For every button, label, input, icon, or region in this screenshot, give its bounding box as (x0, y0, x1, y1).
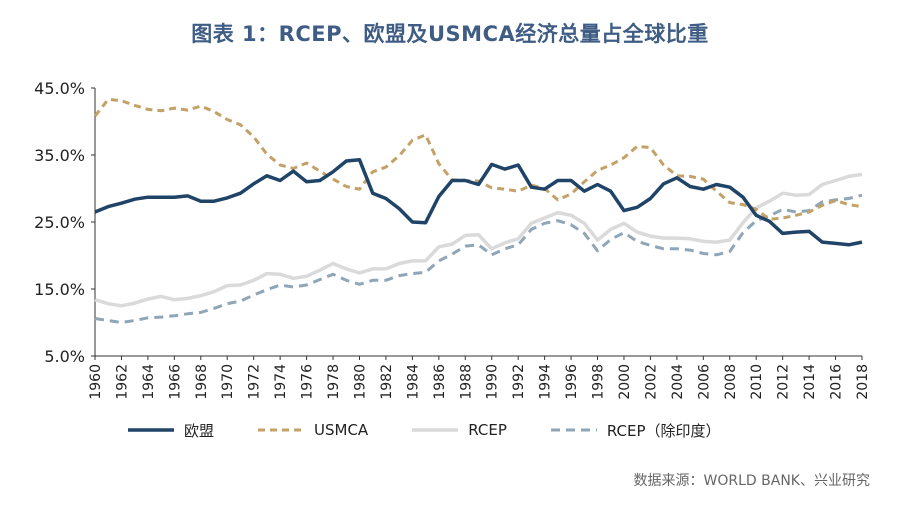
x-tick-label: 1962 (114, 364, 130, 400)
legend-label-eu: 欧盟 (184, 421, 215, 440)
y-tick-label: 35.0% (34, 146, 85, 165)
series-layer (93, 97, 863, 324)
x-tick-label: 1990 (485, 364, 501, 400)
chart-title: 图表 1：RCEP、欧盟及USMCA经济总量占全球比重 (191, 22, 709, 46)
x-tick-label: 1980 (352, 364, 368, 400)
x-tick-label: 1994 (538, 364, 554, 400)
x-tick-label: 1988 (458, 364, 474, 400)
x-tick-label: 1996 (564, 364, 580, 400)
x-tick-label: 1968 (194, 364, 210, 400)
series-line-rcep-ex-india (94, 193, 863, 324)
axis-ticks: 45.0% 35.0% 25.0% 15.0% 5.0%1960 1962 1964 1966… (34, 79, 871, 400)
legend-item-rcep-ex-india: RCEP（除印度） (550, 420, 721, 441)
x-tick-label: 1964 (141, 364, 157, 400)
y-tick-label: 25.0% (34, 213, 85, 232)
legend-swatch-usmca (258, 428, 305, 432)
x-tick-label: 1974 (273, 364, 289, 400)
x-tick-label: 2006 (696, 364, 712, 400)
x-tick-label: 1984 (405, 364, 421, 400)
legend-label-usmca: USMCA (314, 421, 369, 439)
x-tick-label: 1976 (300, 364, 316, 400)
x-tick-label: 1986 (432, 364, 448, 400)
legend-label-rcep-ex-india: RCEP（除印度） (606, 421, 721, 440)
series-line-rcep (94, 172, 863, 308)
x-tick-label: 2014 (802, 364, 818, 400)
x-tick-label: 2004 (670, 364, 686, 400)
x-tick-label: 2012 (776, 364, 792, 400)
legend-swatch-eu (128, 428, 174, 432)
x-tick-label: 1982 (379, 364, 395, 400)
x-tick-label: 1998 (591, 364, 607, 400)
x-tick-label: 1970 (220, 364, 236, 400)
legend-swatch-rcep-ex-india (550, 428, 597, 432)
series-line-usmca (93, 97, 863, 221)
legend-label-rcep: RCEP (468, 421, 507, 439)
x-tick-label: 2008 (723, 364, 739, 400)
x-tick-label: 1966 (167, 364, 183, 400)
x-tick-label: 1972 (247, 364, 263, 400)
legend-swatch-rcep (412, 428, 459, 432)
y-tick-label: 5.0% (44, 347, 85, 366)
x-tick-label: 1992 (511, 364, 527, 400)
legend: 欧盟 USMCA RCEP RCEP（除印度） (128, 418, 765, 442)
x-tick-label: 2000 (617, 364, 633, 400)
legend-item-eu: 欧盟 (128, 420, 214, 441)
y-tick-label: 45.0% (34, 79, 85, 98)
x-tick-label: 2002 (643, 364, 659, 400)
y-tick-label: 15.0% (34, 280, 85, 299)
legend-item-rcep: RCEP (412, 421, 507, 439)
x-tick-label: 1960 (88, 364, 104, 400)
x-tick-label: 2016 (829, 364, 845, 400)
series-line-eu (94, 157, 863, 247)
x-tick-label: 2010 (749, 364, 765, 400)
x-tick-label: 1978 (326, 364, 342, 400)
legend-item-usmca: USMCA (258, 421, 368, 439)
source-note: 数据来源：WORLD BANK、兴业研究 (633, 473, 870, 489)
x-tick-label: 2018 (855, 364, 871, 400)
